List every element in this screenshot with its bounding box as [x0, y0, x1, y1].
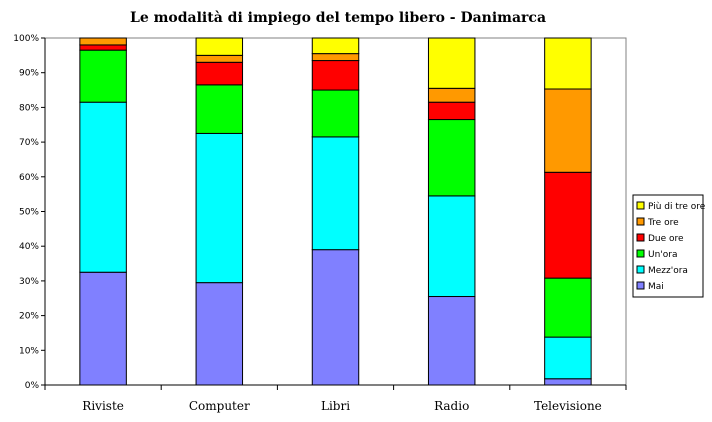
- legend: Più di tre ore Tre ore Due ore Un'ora Mezz'o…: [632, 194, 706, 298]
- legend-swatch: [636, 201, 645, 210]
- bar-segment: [195, 54, 244, 63]
- bar-segment: [195, 61, 244, 86]
- legend-entry: Mezz'ora: [648, 266, 688, 276]
- x-category-label: Computer: [189, 399, 250, 413]
- bar-segment: [544, 378, 592, 386]
- legend-swatch: [636, 281, 645, 290]
- bar-segment: [427, 296, 476, 386]
- legend-swatch: [636, 217, 645, 226]
- legend-entry: Più di tre ore: [648, 202, 706, 212]
- x-category-label: Televisione: [534, 399, 602, 413]
- bar-segment: [79, 44, 127, 51]
- y-tick-label: 70%: [19, 138, 39, 148]
- bar-segment: [79, 271, 127, 386]
- bar-segment: [544, 88, 592, 173]
- y-tick-label: 60%: [19, 173, 39, 183]
- y-tick-label: 100%: [13, 34, 39, 44]
- bar-segment: [544, 37, 592, 90]
- legend-entry: Mai: [648, 282, 664, 292]
- legend-box: [632, 194, 704, 298]
- bar-segment: [311, 89, 360, 138]
- legend-entry: Tre ore: [647, 218, 679, 228]
- bar-segment: [427, 119, 476, 197]
- chart-title: Le modalità di impiego del tempo libero …: [130, 10, 546, 26]
- bar-segment: [79, 49, 127, 103]
- bar-segment: [311, 53, 360, 62]
- y-tick-label: 40%: [19, 242, 39, 252]
- bar-segment: [311, 37, 360, 55]
- bar-segment: [544, 171, 592, 279]
- bar-segment: [427, 195, 476, 298]
- plot-area: 0% 10% 20% 30% 40% 50% 60% 70% 80% 90% 100% Riviste…: [13, 34, 627, 413]
- x-category-label: Riviste: [82, 399, 124, 413]
- legend-entry: Un'ora: [648, 250, 678, 260]
- bar-segment: [311, 60, 360, 91]
- bar-segment: [427, 87, 476, 103]
- y-tick-label: 0%: [25, 381, 40, 391]
- bar-segment: [427, 37, 476, 89]
- legend-swatch: [636, 233, 645, 242]
- bar-segment: [311, 136, 360, 251]
- bar-segment: [427, 101, 476, 121]
- y-tick-label: 20%: [19, 312, 39, 322]
- bar-segment: [195, 37, 244, 56]
- y-tick-label: 10%: [19, 346, 39, 356]
- bar-segment: [195, 282, 244, 386]
- legend-swatch: [636, 249, 645, 258]
- bar-segment: [195, 132, 244, 284]
- bar-segment: [311, 249, 360, 386]
- y-tick-label: 30%: [19, 277, 39, 287]
- bar-segment: [544, 277, 592, 338]
- legend-swatch: [636, 265, 645, 274]
- y-tick-label: 50%: [19, 208, 39, 218]
- bar-segment: [79, 37, 127, 46]
- bar-segment: [79, 101, 127, 273]
- bar-segment: [544, 336, 592, 380]
- y-tick-label: 90%: [19, 69, 39, 79]
- legend-entry: Due ore: [648, 234, 684, 244]
- x-category-label: Libri: [321, 399, 350, 413]
- bar-segment: [195, 84, 244, 134]
- y-tick-label: 80%: [19, 103, 39, 113]
- x-category-label: Radio: [434, 399, 469, 413]
